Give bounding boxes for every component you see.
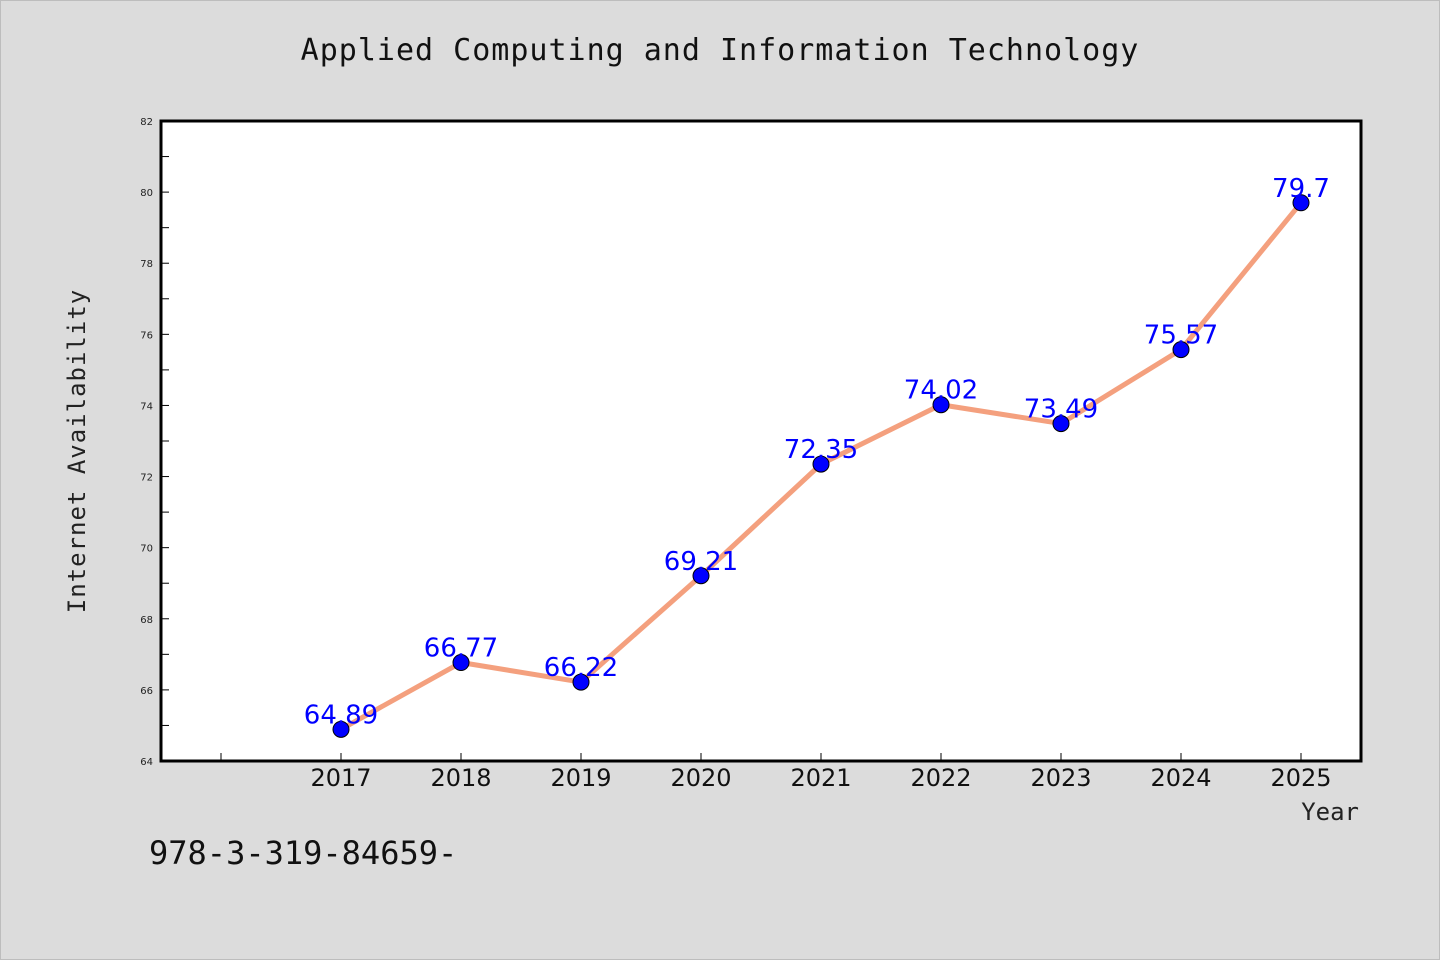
- data-point-marker: [572, 673, 590, 691]
- data-point-marker: [1172, 341, 1190, 359]
- axes-layer: 64 66 68 70 72 74 76 78 80 82 2017 2018 2019 2020 2021…: [140, 117, 1363, 792]
- x-tick-label: 2020: [670, 764, 731, 792]
- x-axis-label: Year: [1301, 798, 1359, 826]
- data-point-marker: [332, 720, 350, 738]
- data-label: 69.21: [664, 547, 738, 577]
- label-layer: 64.89 66.77 66.22 69.21 72.35 74.02 73.49 75.57…: [304, 174, 1330, 731]
- data-point-marker: [692, 567, 710, 585]
- y-tick-label: 68: [140, 615, 153, 626]
- x-tick-label: 2019: [550, 764, 611, 792]
- marker-layer: [332, 194, 1310, 738]
- y-tick-label: 74: [140, 401, 153, 412]
- y-tick-label: 78: [140, 259, 153, 270]
- data-label: 74.02: [904, 376, 978, 406]
- data-point-marker: [812, 455, 830, 473]
- y-tick-label: 72: [140, 473, 153, 484]
- data-label: 66.22: [544, 653, 618, 683]
- data-point-marker: [932, 396, 950, 414]
- data-label: 79.7: [1272, 174, 1330, 204]
- x-tick-label: 2018: [430, 764, 491, 792]
- x-tick-label: 2024: [1150, 764, 1211, 792]
- y-tick-label: 66: [140, 686, 153, 697]
- x-tick-label: 2021: [790, 764, 851, 792]
- data-label: 72.35: [784, 435, 858, 465]
- y-tick-label: 64: [140, 757, 153, 768]
- chart-title: Applied Computing and Information Techno…: [300, 33, 1140, 68]
- data-label: 66.77: [424, 634, 498, 664]
- y-tick-label: 70: [140, 544, 153, 555]
- y-tick-label: 80: [140, 188, 153, 199]
- x-tick-label: 2022: [910, 764, 971, 792]
- data-point-marker: [452, 654, 470, 672]
- x-tick-label: 2025: [1270, 764, 1331, 792]
- footer-text: 978-3-319-84659-: [149, 834, 458, 872]
- x-tick-label: 2023: [1030, 764, 1091, 792]
- data-point-marker: [1292, 194, 1310, 212]
- data-point-marker: [1052, 415, 1070, 433]
- data-label: 64.89: [304, 700, 378, 730]
- data-label: 73.49: [1024, 395, 1098, 425]
- y-tick-label: 82: [140, 117, 153, 128]
- plot-area: [159, 119, 1363, 763]
- x-tick-label: 2017: [310, 764, 371, 792]
- data-label: 75.57: [1144, 321, 1218, 351]
- y-tick-label: 76: [140, 330, 153, 341]
